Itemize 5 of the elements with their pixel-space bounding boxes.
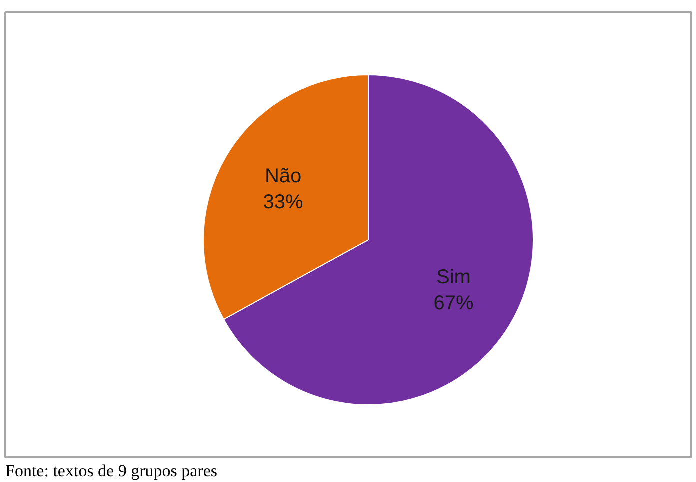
- slice-label: Sim: [436, 266, 471, 289]
- source-note: Fonte: textos de 9 grupos pares: [6, 462, 218, 480]
- data-label: 33%: [263, 191, 304, 214]
- slice-label: Não: [264, 165, 302, 188]
- data-label: 67%: [434, 292, 474, 315]
